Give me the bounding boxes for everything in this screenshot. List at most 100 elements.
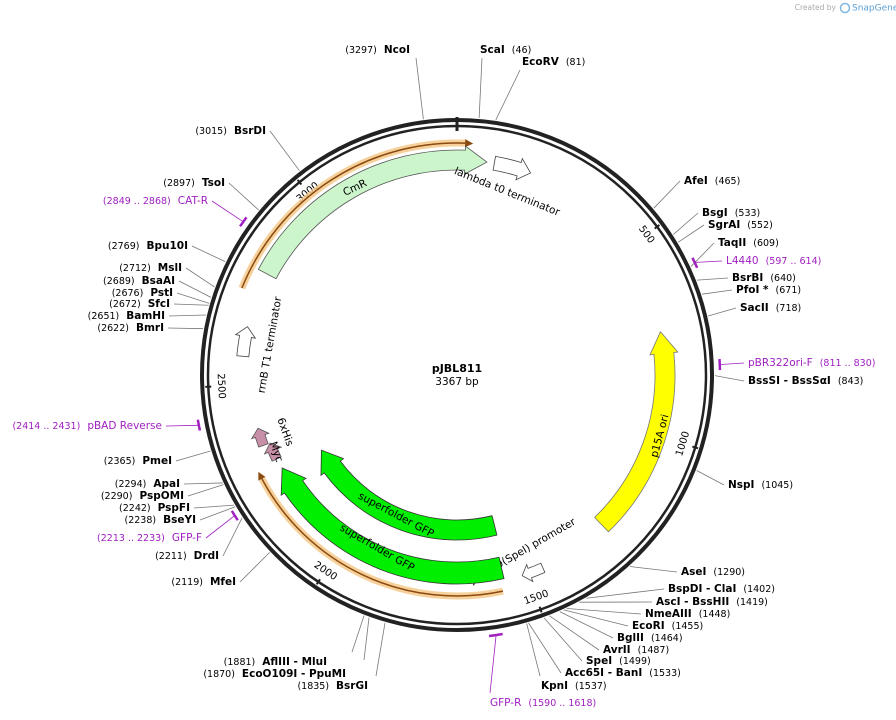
- site-position: (1881): [224, 657, 256, 668]
- site-label: BsgI (533): [702, 207, 760, 219]
- scale-label: 1500: [523, 588, 551, 607]
- site-name: MfeI: [210, 576, 236, 588]
- primer-site: [691, 257, 699, 269]
- site-label: ScaI (46): [480, 44, 531, 56]
- site-position: (2689): [103, 276, 135, 287]
- scale-label: 2500: [215, 373, 227, 399]
- site-label: (3015) BsrDI: [195, 125, 266, 137]
- site-name: BsrBI: [732, 272, 763, 284]
- site-position: (2712): [119, 263, 151, 274]
- site-position: (3015): [195, 126, 227, 137]
- site-leader: [178, 280, 212, 298]
- site-position: (2242): [119, 503, 151, 514]
- primer-leader: [695, 260, 723, 263]
- scale-tick: [654, 224, 661, 230]
- site-label: BspDI - ClaI (1402): [668, 583, 775, 595]
- site-position: (1487): [638, 645, 670, 656]
- site-leader: [526, 623, 541, 677]
- site-name: pBAD Reverse: [87, 420, 162, 432]
- primer-site: [196, 419, 202, 431]
- site-name: CAT-R: [178, 195, 208, 207]
- site-leader: [653, 180, 681, 209]
- site-label: BglII (1464): [617, 632, 683, 644]
- site-leader: [183, 482, 223, 485]
- site-name: GFP-R: [490, 697, 521, 709]
- site-name: AscI - BssHII: [656, 596, 729, 608]
- site-name: PspFI: [158, 502, 190, 514]
- primer-leader: [205, 515, 235, 539]
- site-leader: [269, 130, 300, 171]
- site-leader: [199, 506, 236, 521]
- site-leader: [696, 470, 725, 486]
- scale-tick: [692, 445, 699, 450]
- site-name: PfoI *: [736, 284, 769, 296]
- site-label: EcoRV (81): [522, 56, 585, 68]
- site-label: BsrBI (640): [732, 272, 796, 284]
- primer-site: [488, 632, 503, 638]
- site-position: (2211): [155, 551, 187, 562]
- site-leader: [363, 617, 370, 661]
- site-name: BsrGI: [336, 680, 368, 692]
- site-label: TaqII (609): [718, 237, 779, 249]
- site-leader: [673, 212, 699, 235]
- primer-site: [239, 216, 248, 228]
- site-name: ScaI: [480, 44, 505, 56]
- site-position: (81): [566, 57, 586, 68]
- site-position: (640): [770, 273, 796, 284]
- site-name: PmeI: [142, 455, 172, 467]
- backbone-inner: [206, 124, 708, 626]
- site-position: (1455): [672, 621, 704, 632]
- site-name: Acc65I - BanI: [565, 667, 642, 679]
- site-position: (1533): [649, 668, 681, 679]
- site-leader: [543, 617, 583, 662]
- site-leader: [677, 224, 705, 243]
- site-name: SfcI: [148, 298, 170, 310]
- site-name: SgrAI: [708, 219, 740, 231]
- site-name: GFP-F: [172, 532, 202, 544]
- site-name: NcoI: [384, 44, 410, 56]
- site-name: ApaI: [153, 478, 180, 490]
- site-label: (2365) PmeI: [104, 455, 172, 467]
- site-position: (2238): [125, 515, 157, 526]
- site-label: SgrAI (552): [708, 219, 773, 231]
- site-name: BglII: [617, 632, 644, 644]
- scale-tick: [296, 179, 303, 186]
- site-name: BssSI - BssSαI: [748, 375, 831, 387]
- site-name: AflIII - MluI: [262, 656, 327, 668]
- site-leader: [176, 292, 210, 304]
- site-name: EcoO109I - PpuMI: [242, 668, 346, 680]
- site-name: BsaAI: [142, 275, 175, 287]
- feature-arrow: [234, 326, 257, 358]
- site-label: KpnI (1537): [541, 680, 607, 692]
- site-position: (46): [512, 45, 532, 56]
- site-name: BspDI - ClaI: [668, 583, 736, 595]
- site-leader: [559, 611, 614, 639]
- scale-label: 1000: [674, 430, 692, 458]
- site-position: (1290): [713, 567, 745, 578]
- site-label: pBR322ori-F (811 .. 830): [748, 357, 875, 369]
- site-label: EcoRI (1455): [632, 620, 703, 632]
- site-position: (1835): [297, 681, 329, 692]
- site-label: AscI - BssHII (1419): [656, 596, 768, 608]
- scale-tick: [538, 606, 543, 613]
- site-position: (2119): [171, 577, 203, 588]
- site-position: (811 .. 830): [820, 358, 876, 369]
- site-leader: [714, 375, 745, 382]
- site-label: (2651) BamHI: [88, 310, 165, 322]
- site-leader: [191, 245, 226, 263]
- site-leader: [167, 327, 204, 330]
- site-label: (1835) BsrGI: [297, 680, 368, 692]
- feature-arrow: [280, 467, 505, 585]
- site-label: (2294) ApaI: [115, 478, 180, 490]
- site-position: (2365): [104, 456, 136, 467]
- site-position: (2849 .. 2868): [103, 196, 171, 207]
- site-leader: [629, 566, 678, 573]
- orf-line: [261, 478, 504, 597]
- site-position: (2414 .. 2431): [12, 421, 80, 432]
- site-position: (2651): [88, 311, 120, 322]
- site-leader: [415, 57, 424, 120]
- site-leader: [478, 57, 483, 118]
- site-leader: [495, 69, 521, 121]
- site-position: (1464): [651, 633, 683, 644]
